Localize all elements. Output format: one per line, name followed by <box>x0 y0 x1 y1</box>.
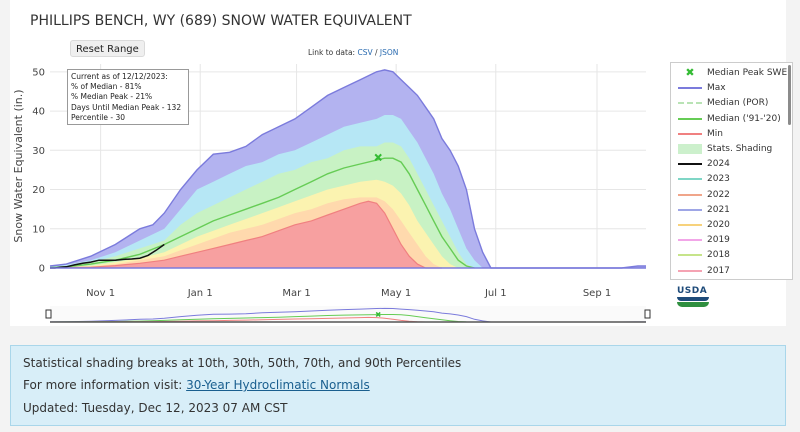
legend-symbol <box>678 269 702 272</box>
legend-symbol <box>678 254 702 257</box>
chart-card: 0 10 20 30 40 50 Nov 1 Jan 1 Mar 1 May 1 Jul 1 Sep … <box>10 0 793 326</box>
band-min <box>50 201 442 268</box>
legend-label: Max <box>707 83 726 94</box>
legend-symbol <box>678 239 702 242</box>
y-tick-label-1: 10 <box>32 224 45 235</box>
legend-symbol <box>678 117 702 120</box>
legend-symbol: ✖ <box>685 66 695 79</box>
x-tick-label-3: May 1 <box>381 288 411 299</box>
range-handle-left <box>45 309 52 319</box>
chart-title: PHILLIPS BENCH, WY (689) SNOW WATER EQUI… <box>30 13 412 29</box>
data-link-prefix: Link to data: <box>308 48 358 57</box>
stats-days-until-peak: Days Until Median Peak - 132 <box>71 102 182 112</box>
x-tick-label-2: Mar 1 <box>282 288 310 299</box>
hydroclimatic-normals-link[interactable]: 30-Year Hydroclimatic Normals <box>186 378 370 392</box>
legend-symbol <box>678 193 702 196</box>
swe-chart[interactable]: 0 10 20 30 40 50 Nov 1 Jan 1 Mar 1 May 1 Jul 1 Sep … <box>10 0 786 326</box>
legend-label: Median Peak SWE <box>707 68 788 78</box>
data-link-separator: / <box>372 48 380 57</box>
legend-label: Stats. Shading <box>707 144 773 154</box>
legend-label: Min <box>707 128 723 139</box>
legend-symbol <box>678 178 702 181</box>
usda-logo-wave-green <box>677 302 709 307</box>
range-median-peak-marker <box>375 311 381 317</box>
json-link[interactable]: JSON <box>379 48 399 57</box>
more-info-row: For more information visit: 30-Year Hydr… <box>23 378 370 392</box>
legend-symbol <box>678 87 702 90</box>
shading-note: Statistical shading breaks at 10th, 30th… <box>23 356 462 370</box>
range-median-line <box>49 314 475 323</box>
y-tick-label-4: 40 <box>32 107 45 118</box>
range-slider-background <box>50 306 646 322</box>
x-tick-label-0: Nov 1 <box>86 288 115 299</box>
csv-link[interactable]: CSV <box>357 48 373 57</box>
current-stats-box: Current as of 12/12/2023: % of Median - … <box>67 69 189 125</box>
updated-timestamp: Updated: Tuesday, Dec 12, 2023 07 AM CST <box>23 401 288 415</box>
x-tick-label-4: Jul 1 <box>484 288 507 299</box>
legend-label: 2021 <box>707 204 730 215</box>
legend-symbol <box>678 208 702 211</box>
x-tick-label-5: Sep 1 <box>583 288 611 299</box>
legend-symbol <box>678 144 702 154</box>
legend-label: 2017 <box>707 265 730 276</box>
legend-label: Median (POR) <box>707 98 769 109</box>
min-line <box>49 200 442 269</box>
stats-percent-median: % of Median - 81% <box>71 82 142 92</box>
stats-percent-median-peak: % Median Peak - 21% <box>71 92 153 102</box>
legend-label: 2024 <box>707 159 730 170</box>
range-handle-right <box>644 309 651 319</box>
reset-range-button[interactable]: Reset Range <box>70 40 145 57</box>
legend-label: 2022 <box>707 189 730 200</box>
legend-scrollbar[interactable] <box>788 65 791 125</box>
legend-label: 2018 <box>707 250 730 261</box>
legend-symbol <box>678 224 702 226</box>
legend-label: 2016 <box>707 279 730 280</box>
legend-label: 2020 <box>707 220 730 230</box>
info-panel: Statistical shading breaks at 10th, 30th… <box>10 345 786 426</box>
usda-logo: USDA <box>677 286 709 308</box>
median-peak-marker <box>374 153 382 162</box>
usda-logo-text: USDA <box>677 286 708 296</box>
stats-current-date: Current as of 12/12/2023: <box>71 72 168 81</box>
y-tick-label-5: 50 <box>32 67 45 78</box>
usda-logo-wave-blue <box>677 297 709 301</box>
legend-label: 2019 <box>707 235 730 246</box>
y-tick-label-3: 30 <box>32 146 45 157</box>
legend-symbol <box>678 163 702 166</box>
legend-symbol <box>678 102 702 105</box>
current-year-2024-line <box>50 243 165 269</box>
more-info-prefix: For more information visit: <box>23 378 187 392</box>
chart-legend[interactable]: ✖ Median Peak SWE Max Median (POR) Median ('… <box>670 62 793 280</box>
legend-symbol <box>678 132 702 135</box>
legend-label: Median ('91-'20) <box>707 113 781 124</box>
data-link-row: Link to data: CSV / JSON <box>308 48 398 57</box>
stats-percentile: Percentile - 30 <box>71 112 126 122</box>
y-tick-label-0: 0 <box>39 264 45 275</box>
y-axis-title: Snow Water Equivalent (in.) <box>12 89 25 242</box>
legend-label: 2023 <box>707 174 730 185</box>
x-tick-label-1: Jan 1 <box>187 288 213 299</box>
y-tick-label-2: 20 <box>32 185 45 196</box>
